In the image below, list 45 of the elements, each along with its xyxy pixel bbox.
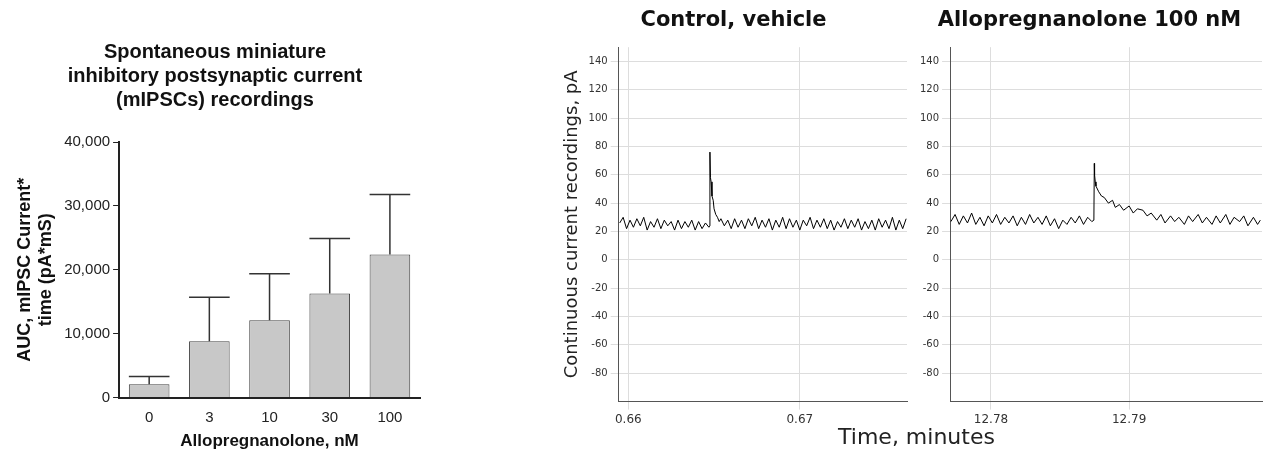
x-tick-label: 12.78 bbox=[973, 411, 1009, 426]
x-tick-label: 3 bbox=[205, 407, 214, 425]
y-tick-label: -20 bbox=[591, 281, 608, 293]
y-tick-label: 0 bbox=[932, 253, 940, 265]
y-tick-label: 60 bbox=[926, 168, 940, 180]
x-tick-label: 0 bbox=[145, 407, 154, 425]
y-tick-label: 40 bbox=[594, 196, 608, 208]
y-tick-label: 80 bbox=[594, 140, 608, 152]
y-tick-label: -80 bbox=[922, 366, 940, 378]
y-axis-title: AUC, mIPSC Current* time (pA*mS) bbox=[13, 177, 56, 362]
y-tick-label: -40 bbox=[591, 310, 608, 322]
y-tick-label: 20 bbox=[926, 225, 940, 237]
y-tick-label: 80 bbox=[926, 140, 940, 152]
y-axis-title: Continuous current recordings, pA bbox=[560, 69, 582, 379]
y-tick-label: 60 bbox=[594, 168, 608, 180]
chart-title: Spontaneous miniature inhibitory postsynaptic current (mIPSCs) recordings bbox=[67, 39, 363, 110]
x-tick-label: 0.67 bbox=[786, 411, 814, 426]
chart-title: Control, vehicle bbox=[640, 7, 827, 32]
x-tick-label: 30 bbox=[321, 407, 339, 425]
x-tick-label: 12.79 bbox=[1111, 411, 1147, 426]
y-tick-label: 30,000 bbox=[64, 196, 111, 214]
x-tick-label: 10 bbox=[261, 407, 278, 425]
y-tick-label: 140 bbox=[919, 54, 940, 66]
y-tick-label: 0 bbox=[601, 253, 608, 265]
y-tick-label: 100 bbox=[919, 111, 940, 123]
y-tick-label: -40 bbox=[922, 310, 940, 322]
y-tick-label: 20 bbox=[594, 225, 608, 237]
x-tick-label: 100 bbox=[377, 407, 403, 425]
y-tick-label: 100 bbox=[588, 111, 608, 123]
y-tick-label: 0 bbox=[101, 387, 111, 405]
y-tick-label: -60 bbox=[922, 338, 940, 350]
chart-title: Allopregnanolone 100 nM bbox=[937, 7, 1242, 32]
y-tick-label: -20 bbox=[922, 281, 940, 293]
y-tick-label: 10,000 bbox=[64, 323, 111, 341]
y-tick-label: 120 bbox=[588, 83, 608, 95]
y-tick-label: 20,000 bbox=[64, 259, 111, 277]
y-tick-label: -80 bbox=[591, 366, 608, 378]
y-tick-label: -60 bbox=[591, 338, 608, 350]
y-tick-label: 40 bbox=[926, 196, 940, 208]
x-axis-title: Time, minutes bbox=[837, 424, 996, 449]
x-axis-title: Allopregnanolone, nM bbox=[180, 431, 359, 451]
y-tick-label: 120 bbox=[919, 83, 940, 95]
x-tick-label: 0.66 bbox=[614, 411, 642, 426]
y-tick-label: 40,000 bbox=[64, 132, 111, 150]
y-tick-label: 140 bbox=[588, 54, 608, 66]
